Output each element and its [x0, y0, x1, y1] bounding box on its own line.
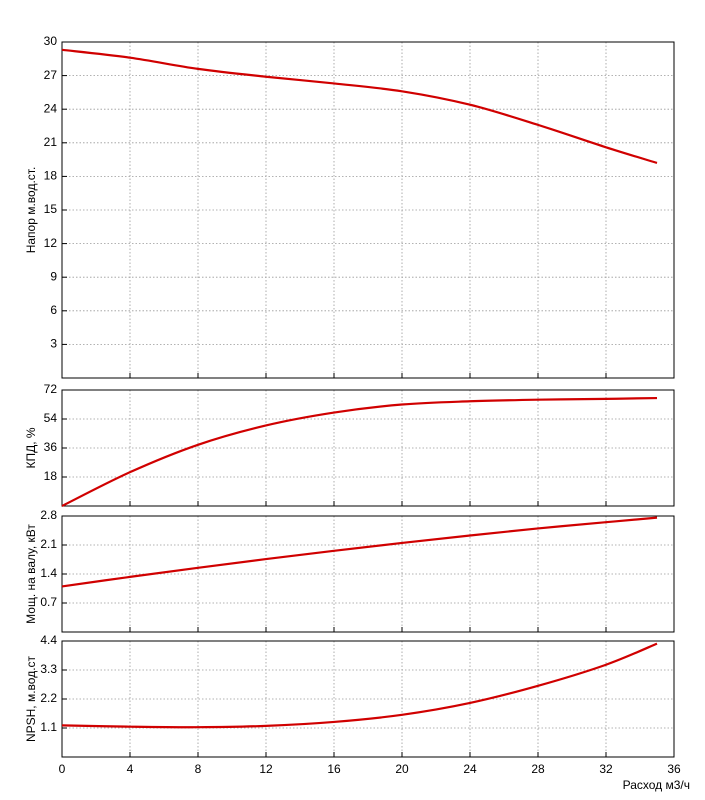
x-tick-label: 28: [531, 762, 545, 776]
plot-frame: [61, 640, 675, 758]
x-tick-label: 36: [667, 762, 681, 776]
y-tick-label: 1.4: [40, 566, 57, 580]
y-tick-label: 30: [44, 34, 58, 48]
y-tick-label: 2.2: [40, 691, 57, 705]
x-axis-label: Расход м3/ч: [623, 778, 690, 792]
curve: [61, 642, 658, 729]
y-tick-label: 24: [44, 101, 58, 115]
x-tick-label: 0: [59, 762, 66, 776]
y-tick-label: 21: [44, 135, 58, 149]
curve: [61, 516, 658, 588]
y-tick-label: 0.7: [40, 595, 57, 609]
y-tick-label: 2.1: [40, 537, 57, 551]
x-tick-label: 12: [259, 762, 273, 776]
y-axis-label: NPSH, м.вод.ст: [24, 655, 38, 742]
y-tick-label: 27: [44, 68, 58, 82]
x-tick-label: 4: [127, 762, 134, 776]
y-tick-label: 4.4: [40, 633, 57, 647]
x-tick-label: 8: [195, 762, 202, 776]
plot-frame: [61, 515, 675, 633]
y-tick-label: 3: [50, 337, 57, 351]
x-tick-label: 20: [395, 762, 409, 776]
y-axis-label: КПД, %: [24, 427, 38, 468]
y-tick-label: 15: [44, 202, 58, 216]
y-tick-label: 2.8: [40, 508, 57, 522]
plot-frame: [61, 41, 675, 379]
curve: [61, 48, 658, 165]
y-tick-label: 3.3: [40, 662, 57, 676]
y-tick-label: 36: [44, 440, 58, 454]
y-tick-label: 54: [44, 411, 58, 425]
y-tick-label: 9: [50, 269, 57, 283]
x-tick-label: 24: [463, 762, 477, 776]
curve: [61, 396, 658, 507]
y-tick-label: 18: [44, 469, 58, 483]
y-axis-label: Мощ. на валу, кВт: [24, 524, 38, 624]
x-tick-label: 16: [327, 762, 341, 776]
y-axis-label: Напор м.вод.ст.: [24, 167, 38, 254]
y-tick-label: 18: [44, 169, 58, 183]
y-tick-label: 72: [44, 382, 58, 396]
y-tick-label: 1.1: [40, 720, 57, 734]
plot-frame: [61, 389, 675, 507]
y-tick-label: 12: [44, 236, 58, 250]
x-tick-label: 32: [599, 762, 613, 776]
y-tick-label: 6: [50, 303, 57, 317]
